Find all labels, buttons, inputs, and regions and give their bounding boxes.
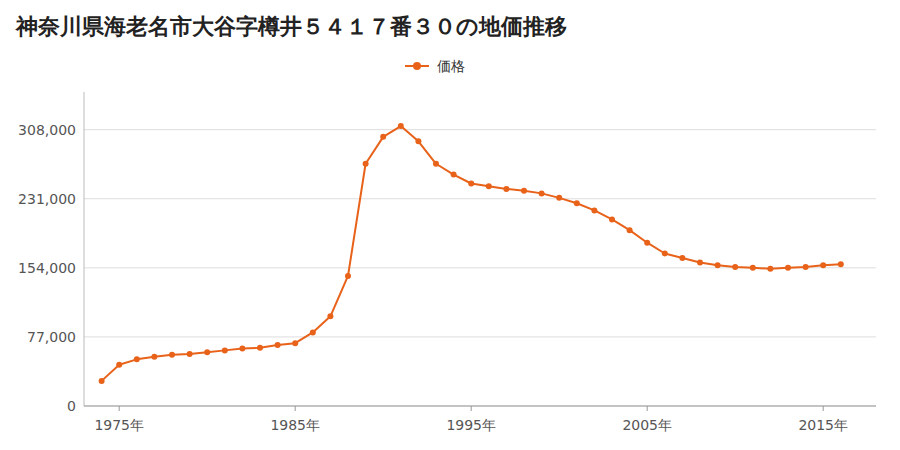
point [803, 264, 809, 270]
point [310, 329, 316, 335]
point [415, 138, 421, 144]
point [662, 250, 668, 256]
point [169, 352, 175, 358]
x-tick-label: 2005年 [622, 417, 672, 433]
x-tick-label: 1985年 [270, 417, 320, 433]
point [433, 161, 439, 167]
x-tick [119, 406, 120, 411]
title: 神奈川県海老名市大谷字樽井５４１７番３０の地価推移 [15, 14, 567, 39]
y-tick-label: 231,000 [18, 191, 76, 207]
point [345, 273, 351, 279]
point [679, 255, 685, 261]
y-axis-line [84, 92, 85, 406]
x-tick [295, 406, 296, 411]
point [503, 186, 509, 192]
x-tick-label: 2015年 [798, 417, 848, 433]
chart-container: 神奈川県海老名市大谷字樽井５４１７番３０の地価推移 0 77,000 154,000 2… [0, 0, 900, 450]
point [151, 354, 157, 360]
point [627, 227, 633, 233]
point [398, 123, 404, 129]
point [750, 265, 756, 271]
grid-line [84, 336, 876, 337]
point [767, 266, 773, 272]
point [222, 347, 228, 353]
point [556, 195, 562, 201]
background [0, 0, 900, 450]
point [468, 181, 474, 187]
point [327, 313, 333, 319]
point [697, 259, 703, 265]
x-axis-line [84, 406, 876, 407]
point [116, 362, 122, 368]
x-tick-label: 1995年 [446, 417, 496, 433]
point [292, 340, 298, 346]
point [187, 351, 193, 357]
y-tick-label: 154,000 [18, 260, 76, 276]
x-tick-label: 1975年 [94, 417, 144, 433]
point [539, 190, 545, 196]
point [99, 378, 105, 384]
point [838, 261, 844, 267]
y-tick-label: 77,000 [27, 329, 76, 345]
y-tick-label: 308,000 [18, 122, 76, 138]
point [363, 161, 369, 167]
plot-area [99, 123, 844, 384]
x-tick [647, 406, 648, 411]
grid-line [84, 406, 876, 407]
chart-svg: 神奈川県海老名市大谷字樽井５４１７番３０の地価推移 0 77,000 154,000 2… [0, 0, 900, 450]
legend-label: 価格 [437, 58, 465, 74]
x-axis: 1975年 1985年 1995年 2005年 2015年 [84, 406, 876, 433]
grid-line [84, 129, 876, 130]
point [732, 264, 738, 270]
x-tick [823, 406, 824, 411]
point [644, 240, 650, 246]
line [102, 126, 841, 381]
grid-line [84, 198, 876, 199]
point [275, 342, 281, 348]
point [204, 349, 210, 355]
point [257, 345, 263, 351]
x-tick [471, 406, 472, 411]
point [451, 172, 457, 178]
point [486, 183, 492, 189]
point [820, 262, 826, 268]
y-axis: 0 77,000 154,000 231,000 308,000 [18, 92, 876, 414]
point [574, 200, 580, 206]
point [134, 356, 140, 362]
point [715, 262, 721, 268]
point [521, 188, 527, 194]
legend: 価格 [405, 58, 465, 74]
legend-marker [413, 62, 421, 70]
point [785, 265, 791, 271]
point [380, 134, 386, 140]
y-tick-label: 0 [67, 398, 76, 414]
point [591, 207, 597, 213]
point [609, 216, 615, 222]
point [239, 346, 245, 352]
